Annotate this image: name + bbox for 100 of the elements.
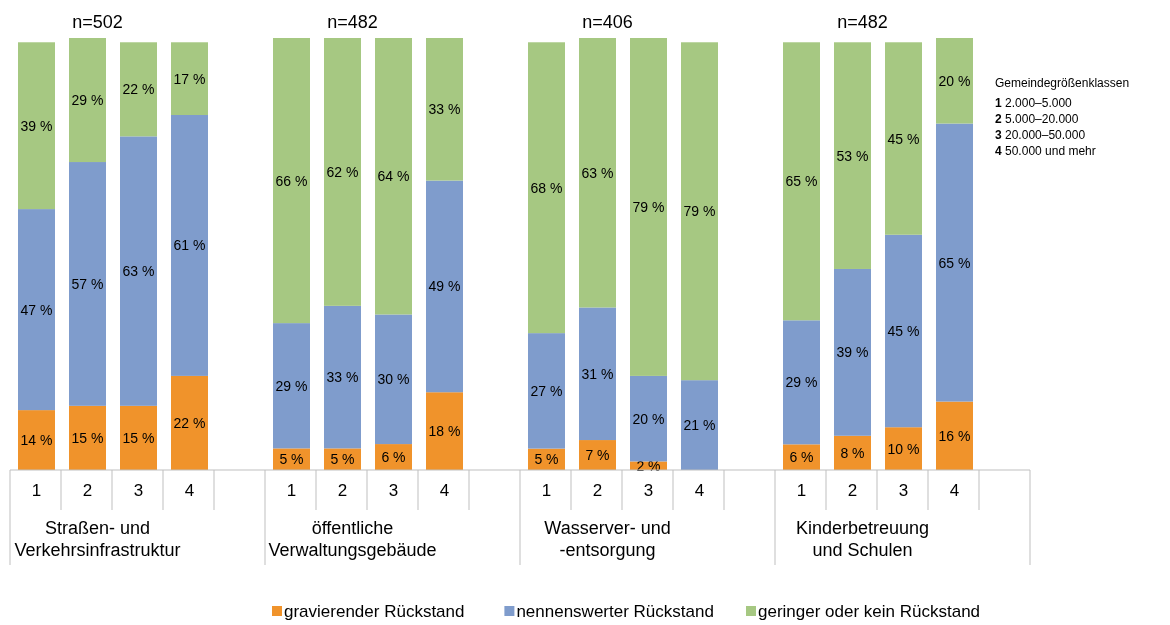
bar [885,234,922,428]
data-label: 20 % [938,72,971,89]
data-label: 20 % [632,410,665,427]
x-axis-title: öffentliche Verwaltungsgebäude [268,518,437,560]
data-label: 29 % [275,377,308,394]
text: 2 5.000–20.000 [995,112,1079,126]
bar [834,42,871,269]
bar [936,401,973,470]
bar [324,38,361,306]
bar [171,42,208,115]
bar [69,38,106,163]
data-label: 15 % [71,429,104,446]
data-label: 6 % [789,449,814,466]
chart-title: n=482 [327,12,378,32]
bar [834,268,871,436]
x-tick-label: 1 [796,481,807,500]
bar [426,38,463,181]
data-label: 49 % [428,278,461,295]
data-label: 10 % [887,440,920,457]
data-label: 30 % [377,371,410,388]
bar [936,123,973,402]
text: 4 50.000 und mehr [995,144,1096,158]
legend-label: nennenswerter Rückstand [516,602,714,621]
data-label: 22 % [122,81,155,98]
data-label: 79 % [632,198,665,215]
x-tick-label: 2 [337,481,348,500]
x-tick-label: 2 [592,481,603,500]
data-label: 65 % [785,173,818,190]
data-label: 22 % [173,414,206,431]
data-label: 45 % [887,130,920,147]
data-label: 18 % [428,423,461,440]
data-label: 62 % [326,163,359,180]
data-label: 47 % [20,301,53,318]
chart-title: n=406 [582,12,633,32]
legend-label: gravierender Rückstand [284,602,465,621]
x-tick-label: 3 [133,481,144,500]
x-tick-label: 4 [949,481,960,500]
x-tick-label: 2 [82,481,93,500]
x-tick-label: 3 [388,481,399,500]
chart-title: n=502 [72,12,123,32]
bar [18,209,55,411]
data-label: 33 % [326,369,359,386]
data-label: 79 % [683,203,716,220]
bar [783,42,820,321]
data-label: 31 % [581,365,614,382]
bar [171,375,208,470]
data-label: 2 % [636,457,661,474]
bar [120,405,157,470]
bar [426,392,463,470]
bar [18,410,55,470]
bar [528,333,565,449]
text: 3 20.000–50.000 [995,128,1086,142]
text: 1 2.000–5.000 [995,96,1073,110]
data-label: 61 % [173,237,206,254]
bar [324,305,361,449]
data-label: 66 % [275,172,308,189]
x-axis-title: Straßen- und Verkehrsinfrastruktur [14,518,181,560]
bar [579,38,616,308]
data-label: 17 % [173,70,206,87]
x-tick-label: 1 [286,481,297,500]
bar [630,38,667,376]
legend-label: geringer oder kein Rückstand [758,602,981,621]
bar [681,380,718,470]
chart-title: n=482 [837,12,888,32]
bar [528,42,565,334]
data-label: 5 % [330,451,355,468]
x-tick-label: 1 [541,481,552,500]
bar [630,375,667,462]
data-label: 7 % [585,447,610,464]
bar [171,114,208,376]
x-tick-label: 4 [694,481,705,500]
data-label: 27 % [530,382,563,399]
data-label: 45 % [887,322,920,339]
bar [120,136,157,406]
data-label: 5 % [279,451,304,468]
bar [375,38,412,315]
x-axis-title: Kinderbetreuung und Schulen [795,518,930,560]
bar [936,38,973,124]
data-label: 64 % [377,168,410,185]
x-tick-label: 4 [439,481,450,500]
bar [120,42,157,137]
data-label: 33 % [428,101,461,118]
bar [273,38,310,324]
x-tick-label: 3 [643,481,654,500]
data-label: 57 % [71,275,104,292]
data-label: 14 % [20,432,53,449]
bar [69,162,106,406]
data-label: 5 % [534,451,559,468]
data-label: 6 % [381,449,406,466]
bar [579,307,616,441]
x-tick-label: 3 [898,481,909,500]
x-tick-label: 1 [31,481,42,500]
x-tick-label: 2 [847,481,858,500]
data-label: 53 % [836,147,869,164]
bar [426,180,463,393]
data-label: 15 % [122,429,155,446]
data-label: 29 % [785,374,818,391]
bar [18,42,55,210]
bar [375,314,412,445]
bar [885,42,922,235]
